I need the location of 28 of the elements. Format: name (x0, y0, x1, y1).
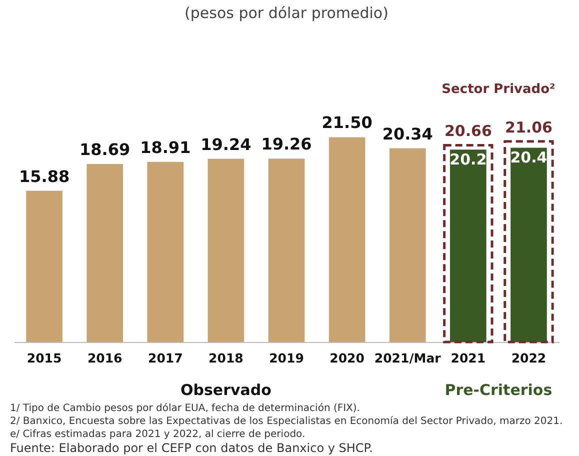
text: Sector Privado² (442, 82, 556, 97)
x-tick-label: 2020 (330, 350, 365, 366)
x-tick-label: 2019 (269, 350, 304, 366)
x-tick-label: 2021 (450, 350, 486, 366)
data-label: 20.2 (450, 150, 487, 169)
data-label: 19.26 (261, 134, 312, 154)
data-label: 21.06 (504, 118, 552, 136)
text: Pre-Criterios (444, 381, 552, 399)
x-tick-label: 2018 (208, 350, 244, 366)
x-tick-label: 2016 (87, 350, 123, 366)
data-label: 19.24 (200, 134, 252, 154)
data-label: 20.34 (382, 124, 433, 144)
text: Observado (180, 381, 272, 399)
x-tick-label: 2015 (26, 350, 62, 366)
data-label: 15.88 (18, 166, 70, 186)
data-label: 20.66 (444, 122, 492, 140)
data-label: 21.50 (322, 113, 372, 132)
text: 1/ Tipo de Cambio pesos por dólar EUA, fecha de determinación (FIX). (10, 402, 361, 415)
data-label: 18.91 (140, 138, 191, 157)
data-label: 20.4 (510, 148, 548, 167)
source-note: Fuente: Elaborado por el CEFP con datos de Banxico y SHCP. (10, 441, 374, 456)
x-tick-label: 2017 (148, 350, 183, 366)
text: 2/ Banxico, Encuesta sobre las Expectativas de los Especialistas en Economía del Sector Privado, marzo 2021. (10, 415, 564, 428)
data-label: 18.69 (80, 140, 130, 159)
chart-title: (pesos por dólar promedio) (184, 4, 388, 22)
x-tick-label: 2021/Mar (374, 350, 442, 366)
text: e/ Cifras estimadas para 2021 y 2022, al cierre de periodo. (10, 428, 306, 441)
x-tick-label: 2022 (511, 350, 546, 366)
